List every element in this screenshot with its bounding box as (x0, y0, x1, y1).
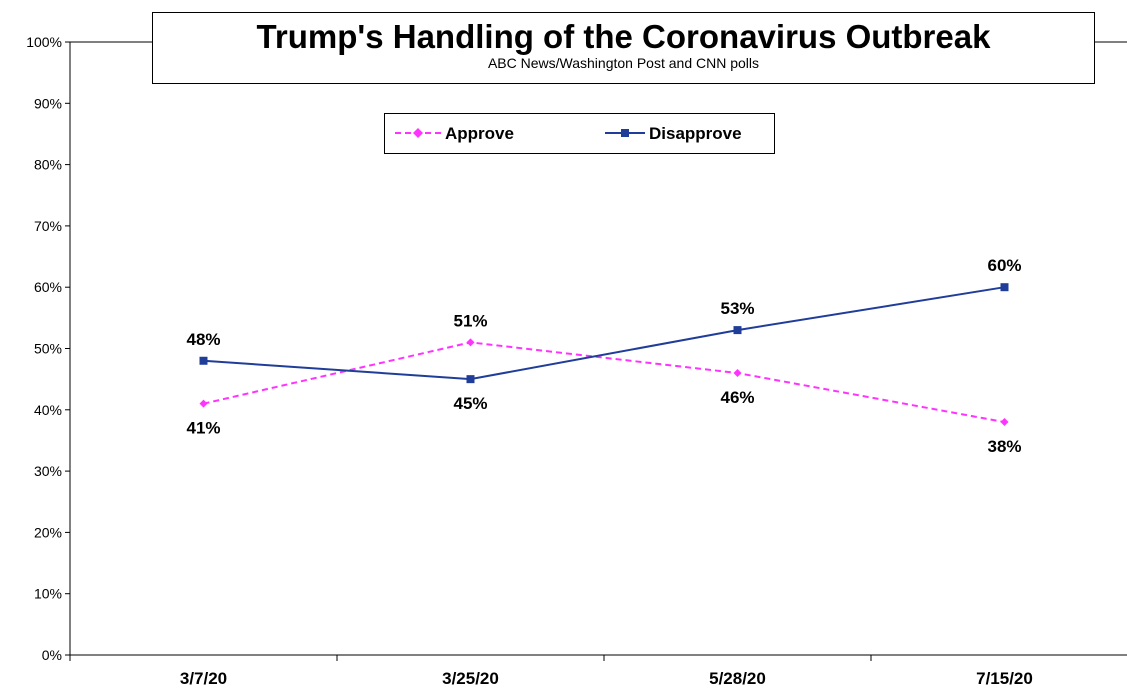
x-tick-label: 5/28/20 (709, 669, 766, 688)
axes: 0% 10% 20% 30% 40% 50% 60% 70% 80% 90% 100% 3/7/20 3… (26, 34, 1127, 688)
x-tick-label: 7/15/20 (976, 669, 1033, 688)
data-label-approve: 41% (186, 419, 220, 438)
legend-approve-label: Approve (445, 124, 514, 143)
legend-approve-swatch (395, 128, 441, 138)
point-disapprove (466, 375, 475, 384)
y-tick-label: 0% (42, 647, 62, 663)
data-labels: 41% 48% 51% 45% 46% 53% 38% 60% (186, 256, 1021, 456)
y-tick-label: 10% (34, 586, 62, 602)
data-label-disapprove: 45% (453, 394, 487, 413)
point-disapprove (199, 356, 208, 365)
y-tick-label: 30% (34, 463, 62, 479)
y-tick-label: 100% (26, 34, 62, 50)
data-label-approve: 38% (987, 437, 1021, 456)
point-disapprove (733, 326, 742, 335)
point-disapprove (1000, 283, 1009, 292)
data-label-disapprove: 53% (720, 299, 754, 318)
y-tick-label: 90% (34, 95, 62, 111)
chart-title-box: Trump's Handling of the Coronavirus Outb… (152, 12, 1095, 84)
point-approve (466, 338, 475, 347)
point-approve (733, 369, 742, 378)
x-tick-label: 3/25/20 (442, 669, 499, 688)
y-tick-label: 80% (34, 157, 62, 173)
chart-subtitle: ABC News/Washington Post and CNN polls (487, 55, 760, 71)
data-label-disapprove: 60% (987, 256, 1021, 275)
x-tick-label: 3/7/20 (180, 669, 227, 688)
y-tick-label: 60% (34, 279, 62, 295)
data-label-approve: 46% (720, 388, 754, 407)
point-approve (1000, 418, 1009, 427)
data-label-approve: 51% (453, 311, 487, 330)
series-line-disapprove (203, 286, 1005, 381)
y-tick-label: 70% (34, 218, 62, 234)
legend-disapprove-swatch (605, 129, 645, 137)
legend-disapprove-label: Disapprove (649, 124, 742, 143)
point-approve (199, 399, 208, 408)
series-layer (199, 283, 1009, 427)
legend: Approve Disapprove (384, 113, 775, 154)
y-tick-label: 50% (34, 341, 62, 357)
data-label-disapprove: 48% (186, 330, 220, 349)
chart-title: Trump's Handling of the Coronavirus Outb… (256, 18, 991, 55)
y-tick-label: 40% (34, 402, 62, 418)
y-tick-label: 20% (34, 524, 62, 540)
